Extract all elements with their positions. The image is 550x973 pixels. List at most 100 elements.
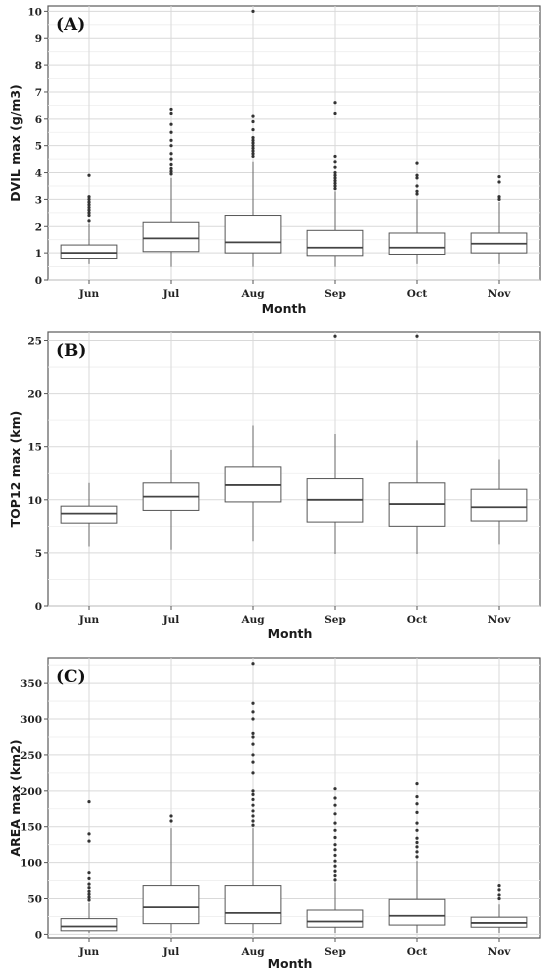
plot-background-a [47,5,541,281]
iqr-box [388,898,446,926]
x-tick-label-a: Jun [78,288,100,300]
outlier-point [251,771,255,775]
outlier-point [87,173,91,177]
outlier-point [333,111,337,116]
outlier-point [87,871,91,875]
outlier-point [415,828,419,832]
x-tick-labels-c: Jun Jul Aug Sep Oct Nov [78,938,511,958]
plot-area-a [47,5,541,281]
box-b-aug [224,425,282,542]
box-b-jul [142,449,200,550]
box-a-oct [388,161,446,264]
x-tick-label-b: Sep [324,614,346,626]
y-tick-label-c: 150 [20,822,42,834]
x-axis-title-a: Month [262,301,307,316]
y-tick-label-a: 7 [35,87,42,99]
outlier-point [415,192,419,196]
y-tick-label-c: 100 [20,858,42,870]
outlier-point [333,843,337,847]
x-tick-label-c: Oct [407,946,428,958]
outlier-point [497,896,501,901]
outlier-point [415,845,419,849]
x-tick-label-c: Nov [488,946,512,958]
outlier-point [415,855,419,859]
outlier-point [251,809,255,813]
y-axis-title-c: AREA max (km2) [8,739,23,856]
outlier-point [169,819,173,823]
box-c-aug [224,662,282,933]
outlier-point [333,101,337,105]
boxes-a [60,9,528,267]
outlier-point [415,850,419,854]
outlier-point [87,213,91,218]
outlier-point [415,794,419,799]
box-a-jun [60,173,118,264]
x-axis-title-b: Month [268,626,313,641]
boxes-c [60,662,528,933]
y-tick-label-b: 0 [35,601,42,613]
outlier-point [497,195,501,199]
outlier-point [251,814,255,818]
outlier-point [251,662,255,666]
box-a-jul [142,107,200,267]
outlier-point [87,895,91,899]
box-c-jun [60,799,118,933]
iqr-box [142,221,200,253]
box-c-oct [388,782,446,933]
x-tick-labels-b: Jun Jul Aug Sep Oct Nov [78,606,511,626]
outlier-point [415,810,419,814]
outlier-point [251,803,255,807]
outlier-point [251,823,255,827]
outlier-point [251,731,255,735]
x-tick-labels-a: Jun Jul Aug Sep Oct Nov [78,280,511,300]
outlier-point [333,787,337,791]
y-tick-label-a: 2 [35,221,42,233]
outlier-point [169,162,173,167]
outlier-point [251,753,255,757]
outlier-point [415,189,419,193]
y-tick-label-b: 10 [27,495,42,507]
outlier-point [333,796,337,800]
y-axis-title-b: TOP12 max (km) [8,411,23,528]
y-tick-label-c: 350 [20,678,42,690]
outlier-point [497,893,501,897]
outlier-point [87,832,91,836]
outlier-point [169,172,173,176]
panel-label-a: (A) [56,15,85,35]
outlier-point [87,886,91,890]
y-tick-label-b: 25 [27,335,42,347]
box-b-nov [470,459,528,545]
outlier-point [251,149,255,153]
x-tick-label-c: Aug [240,946,265,958]
y-tick-label-a: 9 [35,33,42,45]
x-tick-label-b: Jun [78,614,100,626]
outlier-point [333,187,337,191]
iqr-box [142,885,200,925]
outlier-point [333,853,337,858]
outlier-point [251,760,255,764]
outlier-point [251,127,255,132]
y-tick-labels-c: 0 50 100 150 200 250 300 350 [20,678,48,941]
outlier-point [87,892,91,896]
outlier-point [87,799,91,804]
outlier-point [87,898,91,902]
outlier-point [251,146,255,150]
panel-label-c: (C) [56,667,86,687]
outlier-point [169,157,173,161]
x-tick-label-a: Aug [240,288,265,300]
outlier-point [169,130,173,134]
y-tick-labels-b: 0 5 10 15 20 25 [27,335,48,613]
outlier-point [169,122,173,126]
outlier-point [251,819,255,823]
y-tick-label-c: 0 [35,929,42,941]
x-tick-label-a: Sep [324,288,346,300]
outlier-point [87,882,91,886]
outlier-point [333,176,337,180]
outlier-point [333,873,337,878]
outlier-point [87,211,91,215]
y-tick-label-a: 3 [35,194,42,206]
outlier-point [251,136,255,140]
box-b-sep [306,334,364,554]
outlier-point [251,119,255,124]
plot-background-b [47,331,541,607]
